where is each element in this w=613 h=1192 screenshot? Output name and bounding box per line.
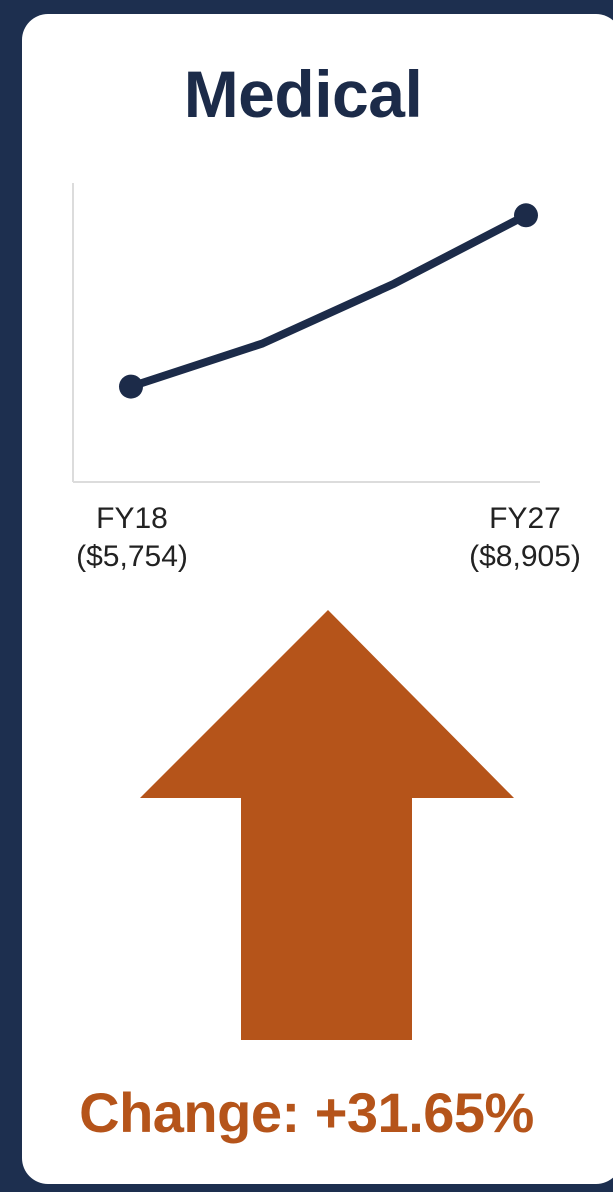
x-tick-label-end-year: FY27 <box>489 502 561 535</box>
change-label: Change: +31.65% <box>79 1081 534 1144</box>
data-point-end <box>514 203 538 228</box>
x-tick-label-start-year: FY18 <box>96 502 168 535</box>
series-line <box>127 211 530 391</box>
series-layer <box>119 203 538 399</box>
up-arrow-icon <box>140 610 514 1040</box>
x-tick-label-start-value: ($5,754) <box>76 540 188 573</box>
data-point-start <box>119 374 143 399</box>
chart-title: Medical <box>183 57 423 131</box>
x-tick-label-start: FY18 ($5,754) <box>62 500 202 576</box>
x-tick-label-end-value: ($8,905) <box>469 540 581 573</box>
x-tick-label-end: FY27 ($8,905) <box>450 500 600 576</box>
